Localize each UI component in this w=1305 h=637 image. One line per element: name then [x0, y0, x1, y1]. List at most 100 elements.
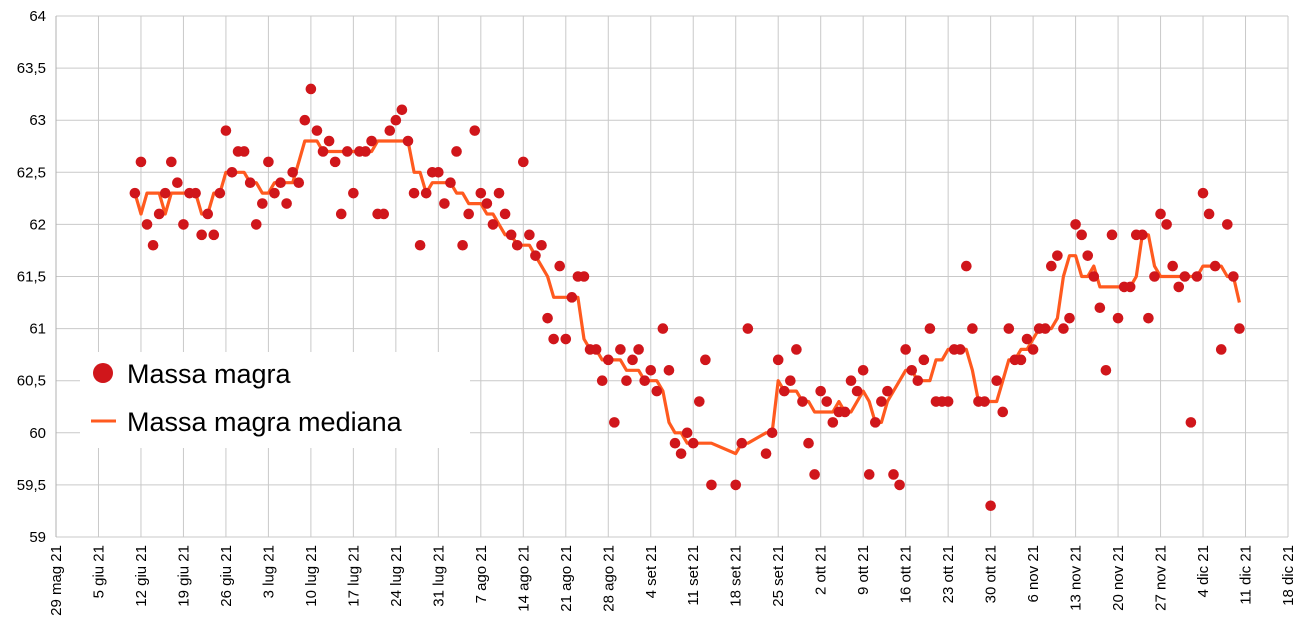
data-point: [226, 167, 238, 178]
data-point: [366, 135, 377, 147]
data-point: [384, 125, 396, 136]
data-point: [924, 323, 936, 334]
data-point: [499, 208, 511, 220]
data-point: [220, 125, 232, 136]
data-point: [420, 187, 432, 199]
data-point: [766, 427, 778, 439]
data-point: [615, 344, 626, 355]
data-point: [1161, 219, 1172, 230]
data-point: [863, 469, 875, 480]
points-series: [129, 83, 1245, 512]
median-line: [133, 139, 1241, 456]
data-point: [979, 396, 990, 407]
x-tick-label: 29 mag 21: [48, 545, 65, 616]
data-point: [1052, 250, 1063, 261]
data-point: [166, 156, 177, 168]
x-tick-label: 28 ago 21: [600, 545, 617, 612]
data-point: [1143, 312, 1154, 324]
data-point: [1228, 271, 1239, 282]
data-point: [202, 208, 214, 220]
data-point: [311, 125, 323, 136]
y-tick-label: 59,5: [17, 477, 46, 494]
data-point: [1215, 344, 1227, 355]
data-point: [329, 156, 341, 168]
data-point: [1155, 208, 1166, 220]
data-point: [1203, 208, 1215, 220]
data-point: [742, 323, 754, 334]
data-point: [663, 364, 675, 376]
x-tick-label: 9 ott 21: [855, 545, 872, 595]
data-point: [1222, 219, 1233, 230]
data-point: [1076, 229, 1087, 241]
legend-label-median: Massa magra mediana: [127, 407, 403, 437]
data-point: [967, 323, 978, 334]
data-point: [299, 114, 311, 126]
data-point: [493, 187, 505, 199]
x-tick-label: 3 lug 21: [260, 545, 277, 598]
x-tick-label: 16 ott 21: [898, 545, 915, 603]
data-point: [906, 364, 918, 376]
data-point: [942, 396, 954, 407]
data-point: [1039, 323, 1051, 334]
data-point: [159, 187, 171, 199]
data-point: [1173, 281, 1185, 293]
data-point: [505, 229, 517, 241]
data-point: [961, 260, 972, 272]
y-axis-ticks: 59 59,5 60 60,5 61 61,5 62 62,5 63 63,5 64: [17, 8, 46, 546]
data-point: [918, 354, 930, 366]
data-point: [651, 385, 663, 397]
data-point: [445, 177, 456, 189]
data-point: [342, 146, 353, 157]
data-point: [560, 333, 572, 345]
legend-background: [80, 352, 470, 448]
data-point: [153, 208, 165, 220]
data-point: [1197, 187, 1209, 199]
y-tick-label: 60: [29, 425, 46, 442]
data-point: [706, 479, 717, 491]
data-point: [954, 344, 966, 355]
data-point: [839, 406, 851, 418]
data-point: [845, 375, 857, 387]
data-point: [281, 198, 292, 209]
data-point: [730, 479, 742, 491]
data-point: [687, 437, 699, 449]
data-point: [1082, 250, 1094, 261]
data-point: [190, 187, 201, 199]
data-point: [275, 177, 286, 189]
data-point: [700, 354, 711, 366]
x-tick-label: 19 giu 21: [175, 545, 192, 607]
x-tick-label: 20 nov 21: [1110, 545, 1127, 611]
data-point: [323, 135, 335, 147]
data-point: [335, 208, 347, 220]
data-point: [293, 177, 305, 189]
data-point: [791, 344, 802, 355]
data-point: [554, 260, 566, 272]
x-tick-label: 31 lug 21: [430, 545, 447, 607]
x-tick-label: 26 giu 21: [218, 545, 235, 607]
legend: Massa magra Massa magra mediana: [80, 352, 470, 448]
data-point: [621, 375, 632, 387]
data-point: [900, 344, 911, 355]
y-tick-label: 63: [29, 112, 46, 129]
x-tick-label: 25 set 21: [770, 545, 787, 607]
data-point: [1027, 344, 1039, 355]
data-point: [985, 500, 996, 512]
x-tick-label: 6 nov 21: [1025, 545, 1042, 603]
data-point: [250, 219, 262, 230]
data-point: [803, 437, 814, 449]
data-point: [1185, 417, 1197, 428]
x-tick-label: 7 ago 21: [473, 545, 490, 603]
x-tick-label: 5 giu 21: [90, 545, 107, 598]
data-point: [1021, 333, 1033, 345]
data-point: [736, 437, 748, 449]
data-point: [408, 187, 420, 199]
y-tick-label: 64: [29, 8, 46, 25]
legend-point-marker: [93, 363, 113, 383]
y-tick-label: 59: [29, 529, 46, 546]
legend-label-points: Massa magra: [127, 359, 292, 389]
data-point: [760, 448, 772, 459]
data-point: [263, 156, 274, 168]
x-tick-label: 24 lug 21: [388, 545, 405, 607]
data-point: [785, 375, 796, 387]
data-point: [675, 448, 687, 459]
